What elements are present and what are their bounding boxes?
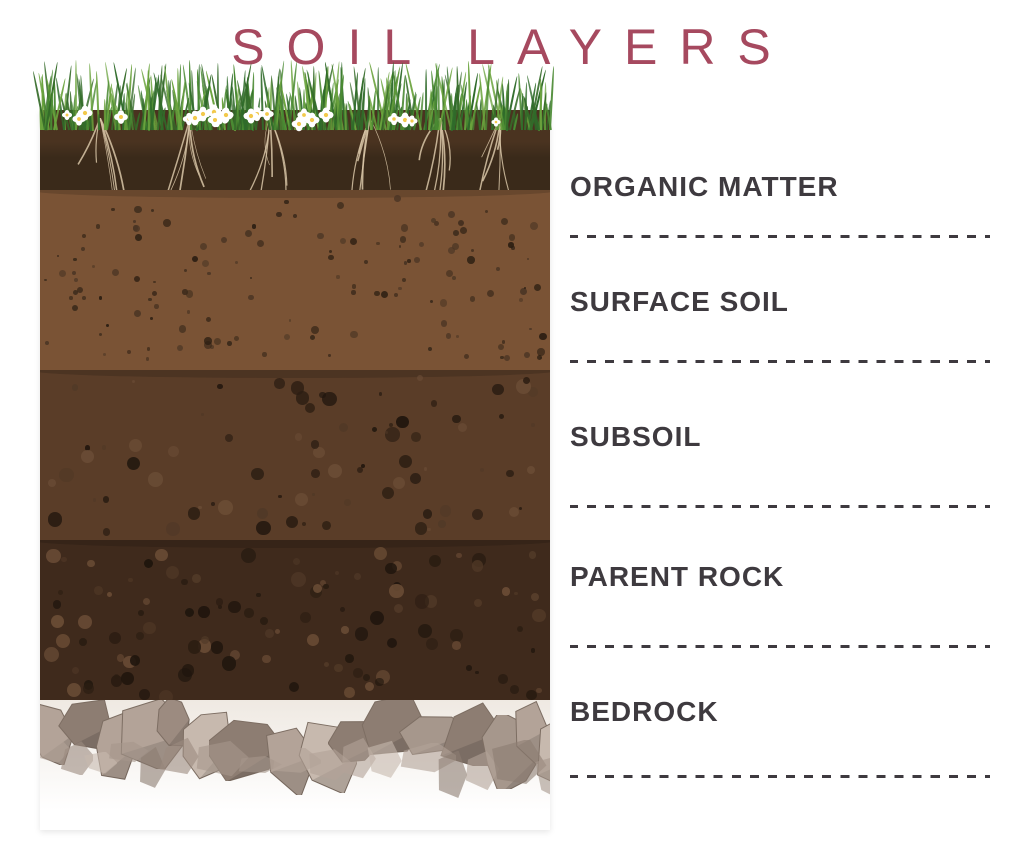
label-divider [570, 645, 990, 648]
soil-layer-bedrock [40, 700, 550, 830]
flower-icon [75, 115, 83, 123]
layer-label: SURFACE SOIL [570, 286, 1000, 318]
soil-layer-subsoil [40, 370, 550, 540]
label-divider [570, 360, 990, 363]
soil-cross-section [40, 110, 550, 830]
label-divider [570, 235, 990, 238]
flower-icon [321, 111, 330, 120]
layer-label-text: ORGANIC MATTER [570, 171, 1000, 203]
layer-label-text: BEDROCK [570, 696, 1000, 728]
grass-layer [40, 55, 550, 130]
flower-icon [222, 111, 231, 120]
flower-icon [307, 116, 315, 124]
layer-label: SUBSOIL [570, 421, 1000, 453]
flower-icon [117, 113, 125, 121]
layer-label-text: SURFACE SOIL [570, 286, 1000, 318]
layer-label: ORGANIC MATTER [570, 171, 1000, 203]
layer-label-text: SUBSOIL [570, 421, 1000, 453]
flower-icon [391, 115, 398, 122]
label-divider [570, 505, 990, 508]
layer-label: BEDROCK [570, 696, 1000, 728]
label-divider [570, 775, 990, 778]
flower-icon [190, 114, 198, 122]
flower-icon [300, 111, 308, 119]
soil-layer-parent [40, 540, 550, 700]
layer-label-text: PARENT ROCK [570, 561, 1000, 593]
flower-icon [294, 120, 302, 128]
flower-icon [263, 110, 271, 118]
flower-icon [211, 115, 219, 123]
layer-label: PARENT ROCK [570, 561, 1000, 593]
soil-layer-surface [40, 190, 550, 370]
